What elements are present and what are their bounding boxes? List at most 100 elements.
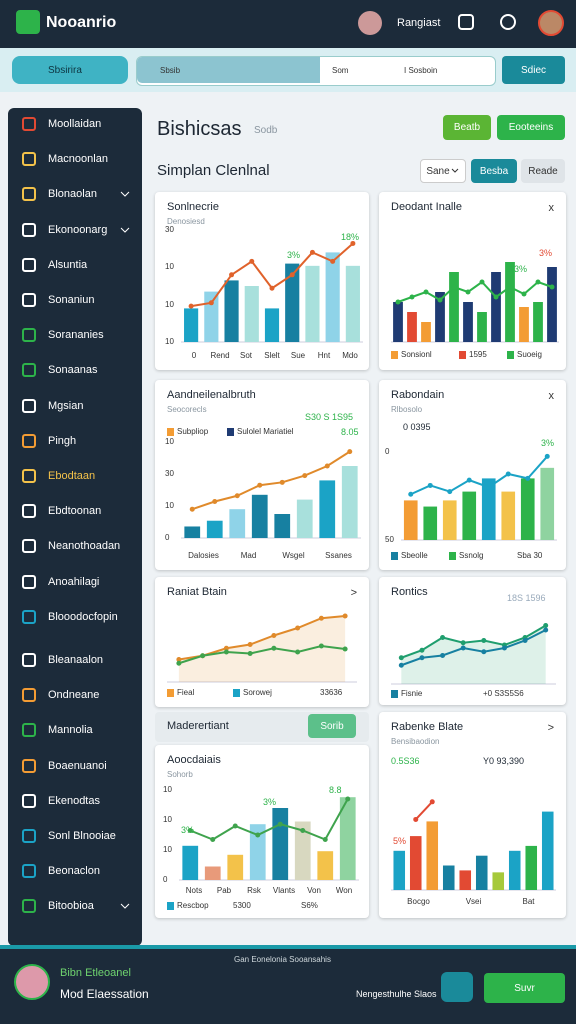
point xyxy=(318,615,324,621)
annotation: 3% xyxy=(541,438,555,448)
icon[interactable] xyxy=(458,14,474,30)
bar xyxy=(249,824,266,880)
bar xyxy=(475,855,488,890)
button[interactable]: Eooteeins xyxy=(497,115,565,140)
y-tick-label: 0 xyxy=(385,447,390,456)
select[interactable]: Sane xyxy=(420,159,466,183)
sidebar-icon xyxy=(22,899,36,914)
line xyxy=(410,455,548,496)
point xyxy=(342,646,348,652)
sidebar-item: Ekenodtas xyxy=(48,794,100,807)
point xyxy=(247,642,253,647)
legend-label: 5300 xyxy=(233,901,251,910)
point xyxy=(257,482,263,488)
sidebar-item: Alsuntia xyxy=(48,258,88,271)
chart xyxy=(391,799,556,891)
point xyxy=(300,828,306,833)
panel-title: Rontics xyxy=(391,586,428,598)
search[interactable]: Sbsirira xyxy=(12,56,128,84)
panel-close: > xyxy=(350,587,357,599)
point xyxy=(543,627,549,633)
panel-title: Rabondain xyxy=(391,389,445,401)
bar xyxy=(227,854,244,880)
sidebar-item: Mgsian xyxy=(48,399,84,412)
panel-subtitle: Sohorb xyxy=(167,770,193,779)
y-tick-label: 10 xyxy=(165,501,174,510)
point xyxy=(398,662,404,668)
icon[interactable] xyxy=(500,14,516,30)
sidebar-icon xyxy=(22,504,36,519)
y-tick-label: 50 xyxy=(385,535,394,544)
avatar[interactable] xyxy=(358,11,382,35)
y-tick-label: 0 xyxy=(163,875,168,884)
avatar xyxy=(14,964,50,1000)
bar xyxy=(477,312,487,342)
panel-title: Rabenke Blate xyxy=(391,721,464,733)
point xyxy=(535,279,541,285)
panel: Rontics 18S 1596 Fisnie +0 S3S5S6 xyxy=(379,577,566,705)
bar xyxy=(341,466,358,538)
field-part xyxy=(137,57,320,83)
sidebar-item: Bitoobioa xyxy=(48,900,94,913)
footer-button[interactable]: Suvr xyxy=(484,973,565,1003)
sidebar-icon xyxy=(22,609,36,624)
point xyxy=(437,297,443,303)
sidebar-item: Boaenuanoi xyxy=(48,759,107,772)
sidebar: Moollaidan Macnoonlan Blonaolan Ekonoonarg A… xyxy=(8,108,142,946)
bar xyxy=(251,494,268,538)
bar xyxy=(459,870,472,890)
annotation: 18% xyxy=(341,232,360,242)
point xyxy=(398,655,404,661)
tab[interactable]: Besba xyxy=(471,159,517,183)
line xyxy=(415,801,433,821)
point xyxy=(486,484,492,490)
point xyxy=(249,258,255,264)
point xyxy=(247,651,253,656)
legend-swatch xyxy=(507,351,514,359)
bar xyxy=(224,280,239,342)
page-title: Bishicsas xyxy=(157,118,242,140)
bar xyxy=(463,302,473,342)
point xyxy=(549,284,555,290)
panel: Deodant Inalle x 3% 13% Sonsionl 1595 Suoeig xyxy=(379,192,566,370)
x-tick-label: Vsei xyxy=(465,897,482,906)
sidebar-icon xyxy=(22,398,36,413)
point xyxy=(481,649,487,655)
avatar[interactable] xyxy=(538,10,564,36)
x-tick-label: Pab xyxy=(216,886,232,895)
tab[interactable]: Reade xyxy=(521,159,565,183)
banner-button[interactable]: Sorib xyxy=(308,714,356,738)
legend-swatch xyxy=(167,689,174,697)
button[interactable]: Beatb xyxy=(443,115,491,140)
sidebar-icon xyxy=(22,793,36,808)
sidebar-item: Ekonoonarg xyxy=(48,223,108,236)
bar xyxy=(462,491,477,540)
sidebar-item: Sonaanas xyxy=(48,364,98,377)
search-button[interactable]: Sdiec xyxy=(502,56,565,84)
bar xyxy=(547,267,557,342)
point xyxy=(189,506,195,512)
bar xyxy=(393,302,403,342)
panel: Rabondain x Rlbosolo 0 50 0 0395 3% Sbeolle Ssno… xyxy=(379,380,566,570)
bar xyxy=(244,286,259,342)
chevron xyxy=(120,192,130,198)
chart xyxy=(401,453,557,541)
icon-button[interactable] xyxy=(441,972,473,1002)
point xyxy=(347,449,353,455)
sidebar-icon xyxy=(22,574,36,589)
y-tick-label: 0 xyxy=(165,533,170,542)
panel: Raniat Btain > Fieal Sorowej 33636 xyxy=(155,577,369,707)
panel: Rabenke Blate > Bensibaodion Bocgo Vsei Bat 0.… xyxy=(379,712,566,918)
point xyxy=(429,799,435,805)
x-tick-label: Sot xyxy=(239,351,253,360)
point xyxy=(295,649,301,655)
annotation: 5% xyxy=(393,836,407,846)
x-tick-label: Ssanes xyxy=(325,551,352,560)
point xyxy=(466,477,472,483)
point xyxy=(345,796,351,802)
point xyxy=(440,653,446,658)
logo: Nooanrio xyxy=(46,14,117,31)
bar xyxy=(319,480,336,538)
bar xyxy=(449,272,459,342)
point xyxy=(187,828,193,833)
